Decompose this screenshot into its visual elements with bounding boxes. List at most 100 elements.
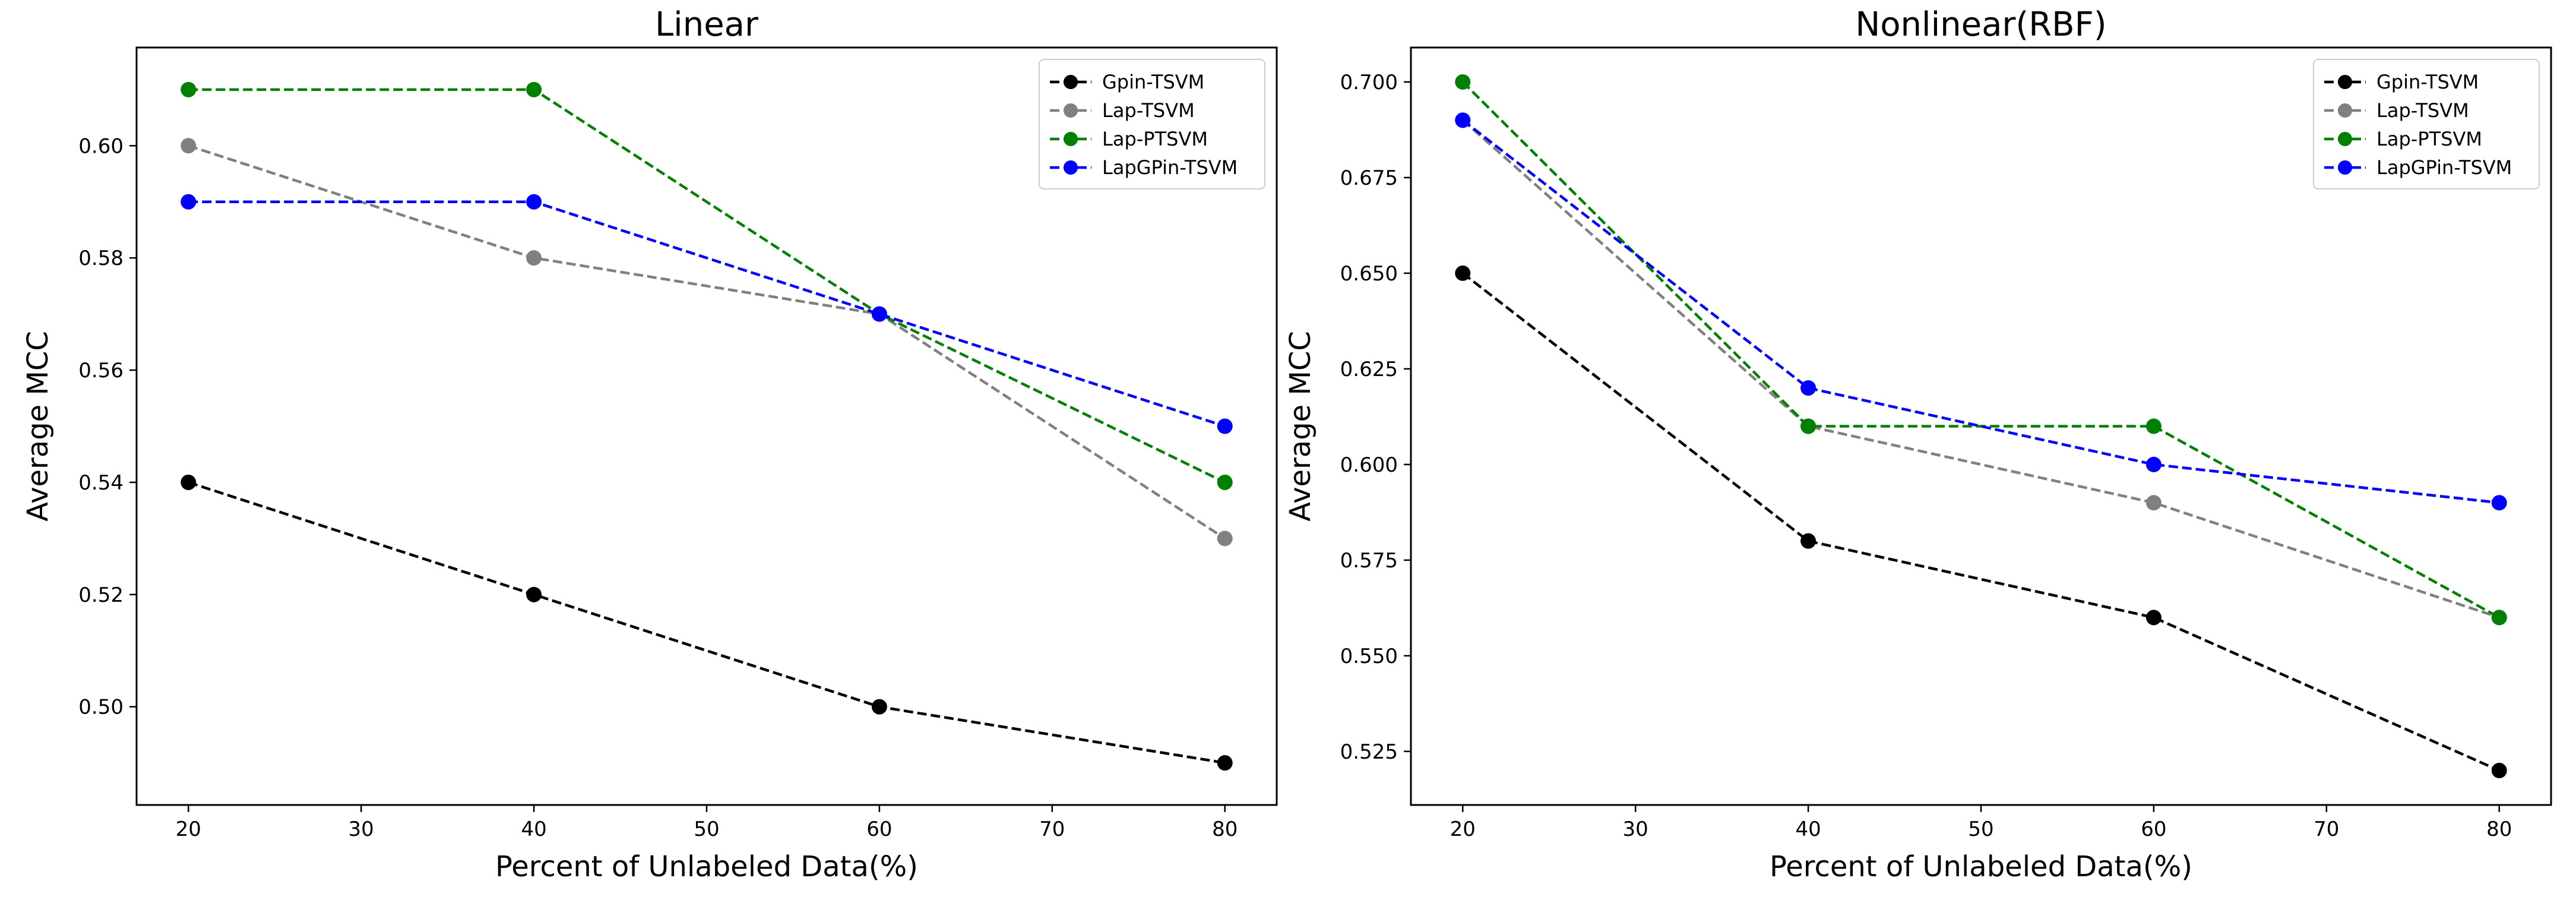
legend-marker [1064,75,1078,89]
x-tick-label: 70 [1039,817,1065,841]
y-tick-label: 0.575 [1340,549,1398,573]
legend-item: Lap-PTSVM [2324,128,2482,150]
data-point [2145,495,2162,511]
data-point [181,81,197,97]
x-tick-label: 50 [694,817,719,841]
data-point [2145,610,2162,626]
data-point [1217,530,1233,547]
x-axis-label: Percent of Unlabeled Data(%) [495,850,918,883]
data-point [526,250,542,266]
data-point [2491,495,2507,511]
series-line [188,200,1226,428]
series-line [1461,81,2500,619]
legend-box [2313,59,2540,190]
series-line [1461,119,2499,504]
legend-marker [1064,160,1078,175]
x-tick-label: 80 [1212,817,1238,841]
data-point [1217,755,1233,771]
data-point [181,194,197,210]
x-tick-label: 30 [1623,817,1648,841]
data-point [1800,418,1817,434]
plot-frame [135,46,1278,806]
legend-label: Lap-PTSVM [2376,128,2482,150]
legend-marker [2338,160,2352,175]
legend-item: LapGPin-TSVM [2324,156,2512,179]
legend-label: Gpin-TSVM [2376,71,2479,93]
y-tick-label: 0.60 [78,134,124,158]
data-point [526,194,542,210]
data-point [1217,418,1233,434]
data-point [526,586,542,602]
chart-title: Linear [655,5,759,44]
data-point [181,474,197,490]
legend-item: Gpin-TSVM [1050,71,1204,93]
y-tick-label: 0.50 [78,696,124,719]
y-tick-label: 0.700 [1340,71,1398,94]
x-tick-label: 50 [1968,817,1993,841]
data-point [1217,474,1233,490]
plot-frame [1410,46,2552,806]
data-point [2491,763,2507,779]
x-tick-label: 80 [2486,817,2512,841]
chart-panel-2: 20 30 40 50 60 70 80 0.525 0.550 0.575 0.600 0.625 0… [1284,5,2552,883]
data-point [1455,265,1471,281]
legend-item: Gpin-TSVM [2324,71,2479,93]
data-point [1455,112,1471,128]
legend-label: Lap-TSVM [1102,99,1195,122]
legend-item: LapGPin-TSVM [1050,156,1238,179]
data-point [871,306,887,322]
y-tick-label: 0.525 [1340,740,1398,764]
legend-marker [1064,103,1078,118]
data-point [2145,456,2162,472]
series-line [1461,119,2500,619]
y-tick-label: 0.54 [78,471,124,495]
chart-title: Nonlinear(RBF) [1855,5,2106,44]
y-tick-label: 0.650 [1340,262,1398,286]
y-axis-label: Average MCC [21,331,55,522]
legend: Gpin-TSVM Lap-TSVM Lap-PTSVM LapGPin-TSVM [2313,59,2540,190]
legend-item: Lap-TSVM [1050,99,1195,122]
legend-marker [2338,75,2352,89]
legend-label: Lap-PTSVM [1102,128,1208,150]
legend-label: LapGPin-TSVM [1102,156,1238,179]
data-point [1800,380,1817,396]
series-gpin-tsvm [181,474,1233,771]
y-tick-label: 0.52 [78,583,124,607]
x-tick-label: 60 [866,817,892,841]
x-tick-label: 40 [521,817,546,841]
series-lapgpin-tsvm [1455,112,2507,511]
legend-label: LapGPin-TSVM [2376,156,2512,179]
data-point [2491,610,2507,626]
series-lapgpin-tsvm [181,194,1233,434]
y-tick-label: 0.56 [78,359,124,383]
y-tick-label: 0.600 [1340,453,1398,477]
legend-marker [2338,103,2352,118]
legend-item: Lap-PTSVM [1050,128,1208,150]
data-point [871,699,887,715]
x-tick-label: 70 [2314,817,2339,841]
y-tick-label: 0.550 [1340,645,1398,668]
x-tick-label: 60 [2141,817,2166,841]
legend-marker [1064,132,1078,146]
data-point [526,81,542,97]
legend-item: Lap-TSVM [2324,99,2469,122]
x-tick-label: 30 [349,817,374,841]
series-gpin-tsvm [1455,265,2507,779]
x-tick-label: 20 [176,817,201,841]
legend-label: Gpin-TSVM [1102,71,1204,93]
y-tick-label: 0.675 [1340,166,1398,190]
series-line [188,481,1226,765]
y-tick-label: 0.58 [78,247,124,270]
series-lap-ptsvm [1455,74,2507,626]
data-point [1800,533,1817,549]
x-axis-label: Percent of Unlabeled Data(%) [1770,850,2192,883]
series-line [188,88,1226,484]
legend: Gpin-TSVM Lap-TSVM Lap-PTSVM LapGPin-TSVM [1039,59,1265,190]
data-point [1455,74,1471,90]
legend-label: Lap-TSVM [2376,99,2469,122]
y-axis-label: Average MCC [1284,331,1317,522]
x-tick-label: 40 [1795,817,1821,841]
legend-box [1039,59,1265,190]
data-point [181,138,197,154]
